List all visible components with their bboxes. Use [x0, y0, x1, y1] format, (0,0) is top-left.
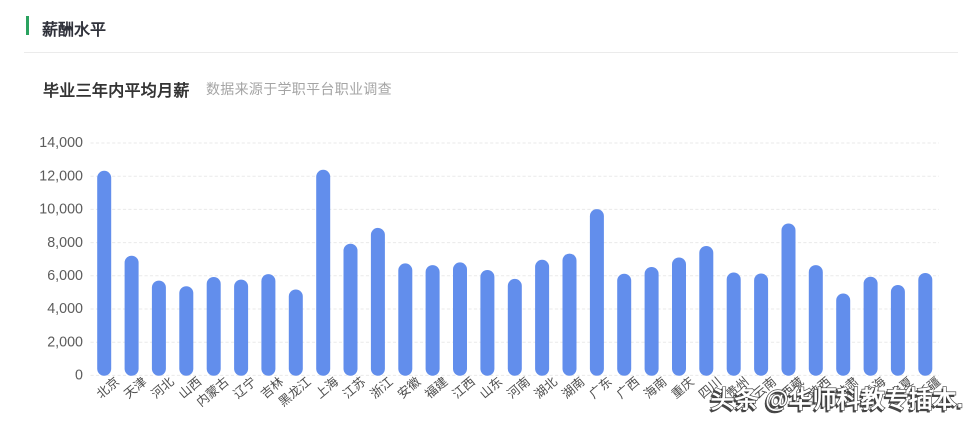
- svg-text:山东: 山东: [477, 375, 505, 402]
- svg-text:头条 @华师科教专插本.: 头条 @华师科教专插本.: [709, 388, 962, 416]
- svg-text:浙江: 浙江: [367, 374, 396, 402]
- svg-text:上海: 上海: [312, 373, 341, 401]
- svg-text:8,000: 8,000: [47, 235, 83, 251]
- svg-text:14,000: 14,000: [39, 135, 83, 151]
- svg-text:辽宁: 辽宁: [230, 374, 259, 402]
- svg-text:重庆: 重庆: [668, 373, 697, 401]
- svg-text:安徽: 安徽: [394, 373, 423, 401]
- svg-text:北京: 北京: [94, 375, 122, 402]
- svg-text:广西: 广西: [614, 375, 642, 402]
- svg-text:福建: 福建: [422, 373, 451, 401]
- svg-text:江苏: 江苏: [340, 374, 369, 402]
- svg-text:2,000: 2,000: [47, 334, 83, 350]
- svg-text:10,000: 10,000: [39, 202, 83, 218]
- svg-text:6,000: 6,000: [47, 268, 83, 284]
- svg-text:0: 0: [75, 368, 83, 384]
- svg-text:海南: 海南: [641, 374, 670, 402]
- svg-text:湖南: 湖南: [559, 374, 588, 402]
- svg-text:广东: 广东: [587, 375, 615, 402]
- svg-text:12,000: 12,000: [39, 168, 83, 184]
- svg-text:湖北: 湖北: [531, 373, 560, 401]
- svg-text:江西: 江西: [450, 375, 478, 402]
- svg-text:天津: 天津: [121, 375, 149, 402]
- svg-text:头条 @华师科教专插本.: 头条 @华师科教专插本.: [711, 386, 964, 414]
- svg-text:4,000: 4,000: [47, 301, 83, 317]
- svg-text:河南: 河南: [504, 374, 533, 402]
- svg-text:河北: 河北: [149, 374, 178, 401]
